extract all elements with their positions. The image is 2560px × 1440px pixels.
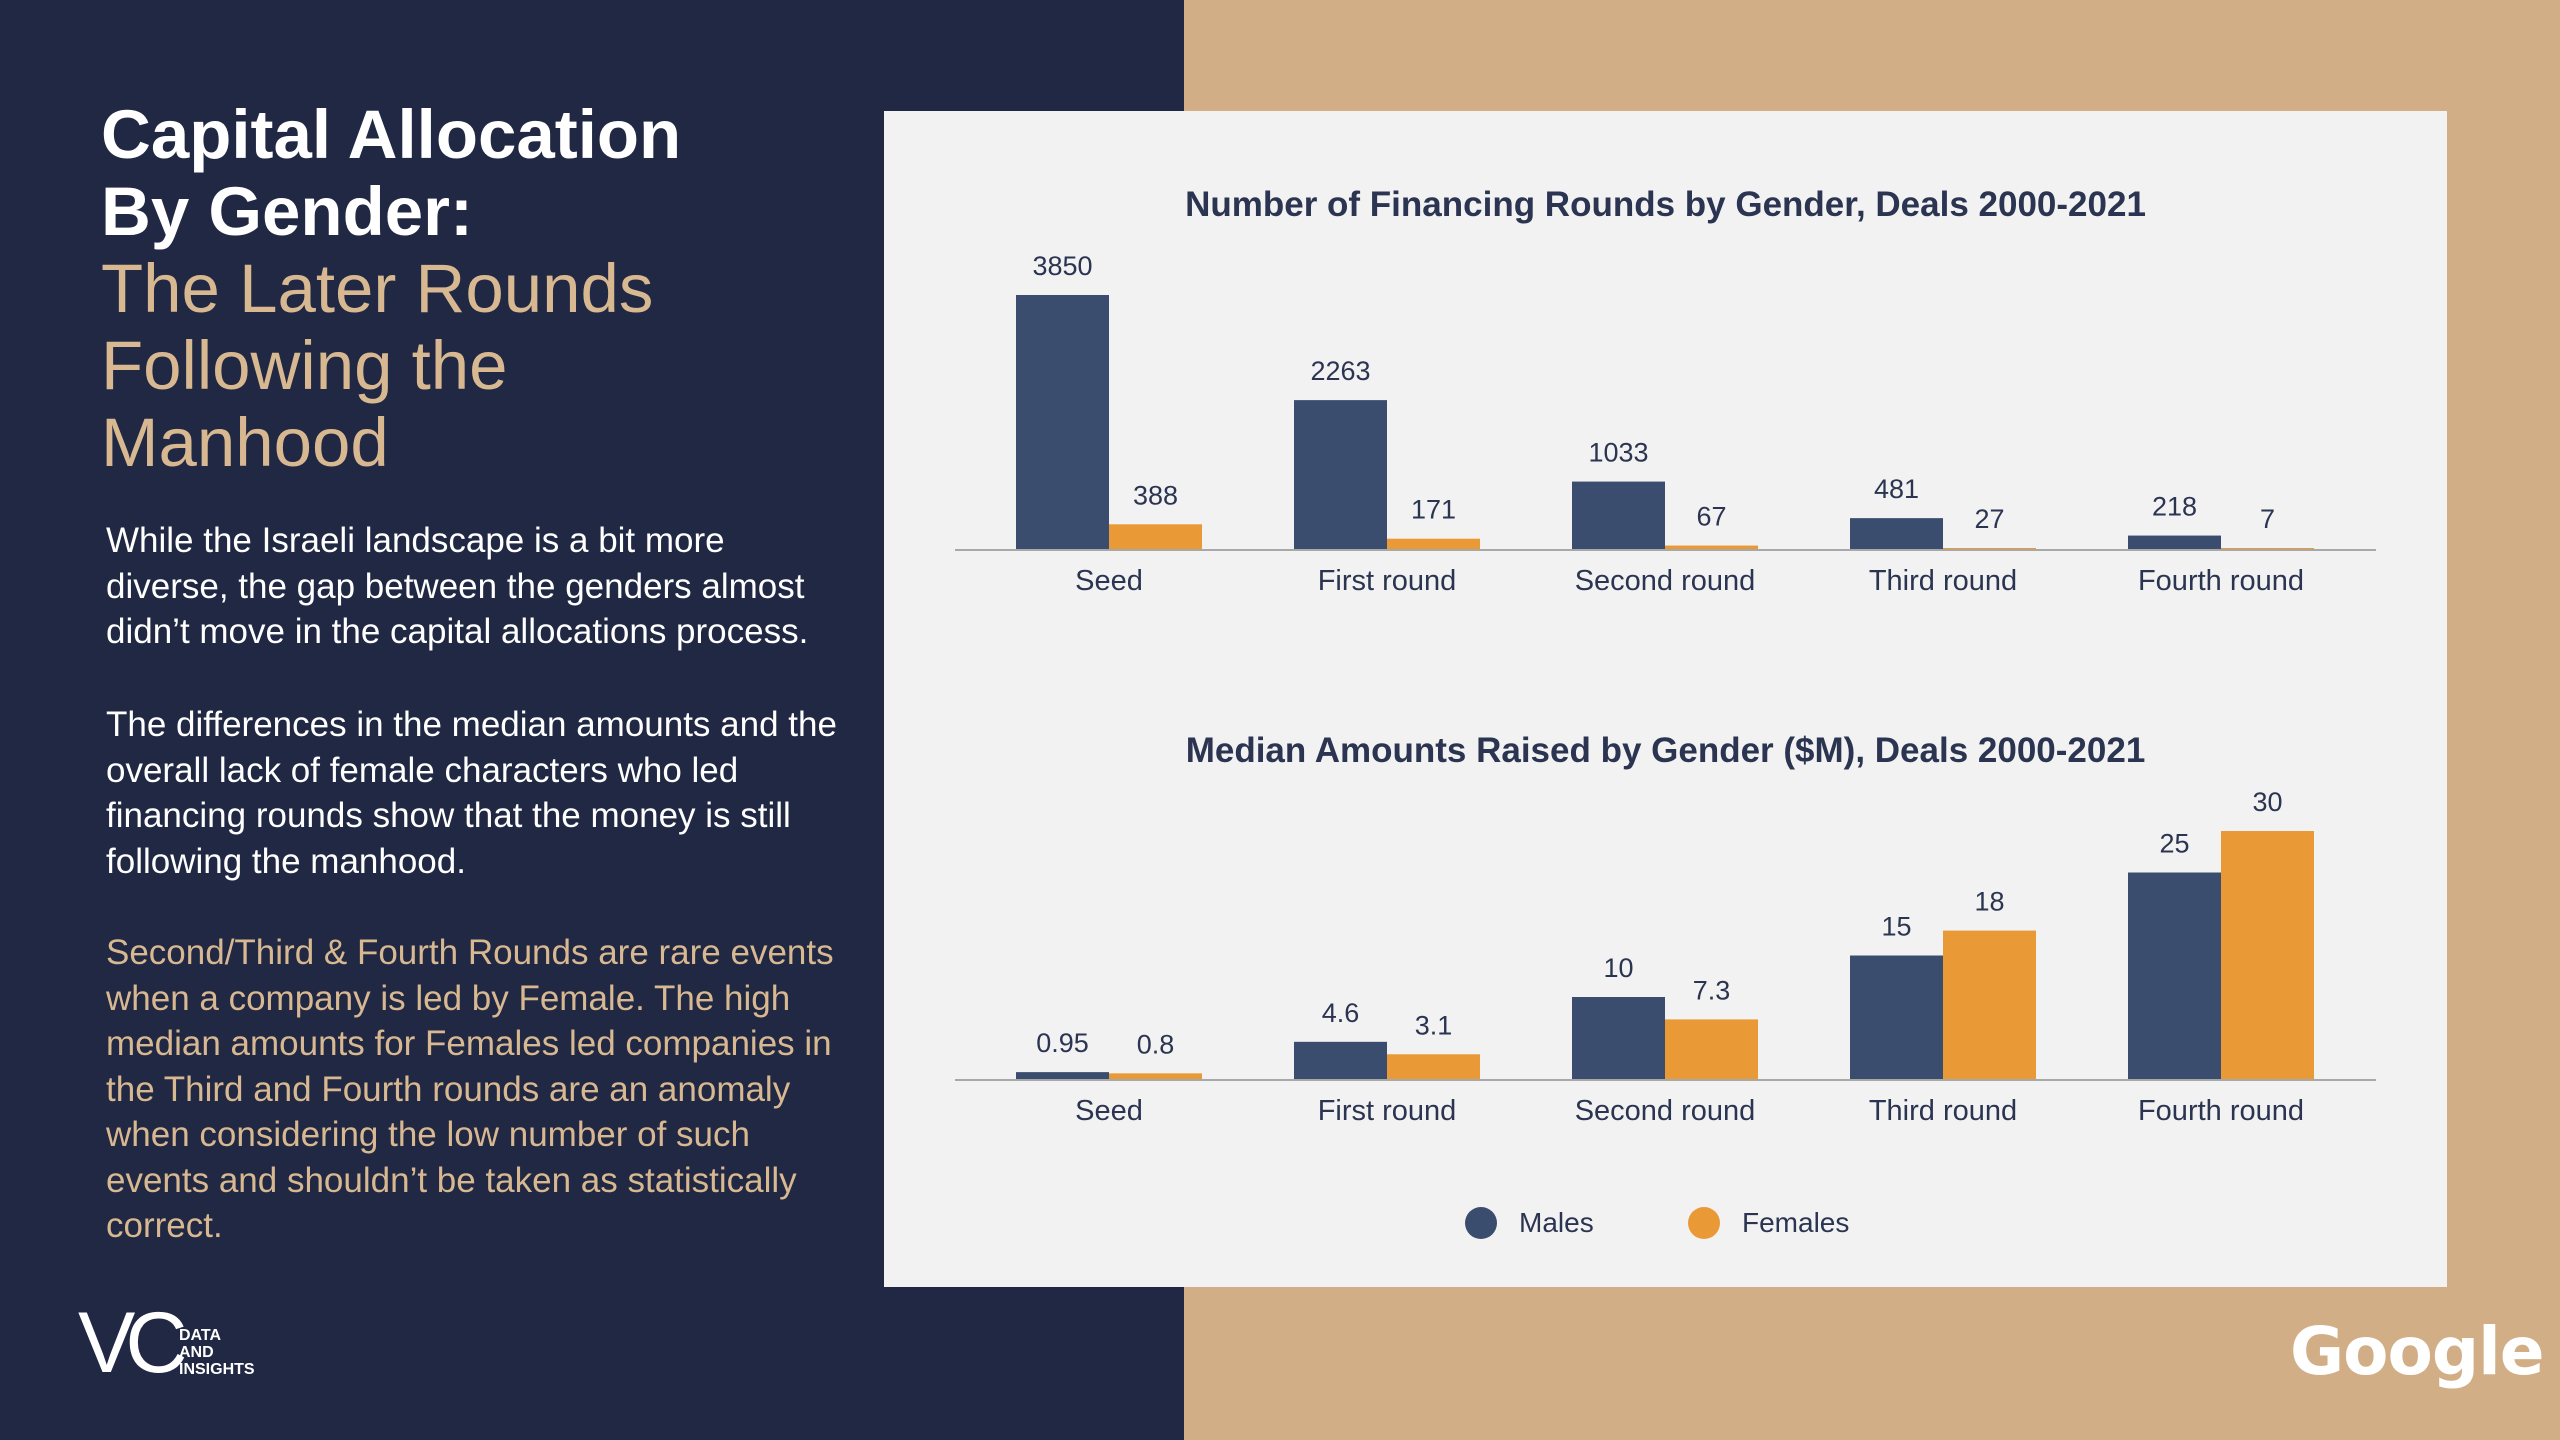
bar-amounts-first-round-males xyxy=(1294,1041,1387,1080)
data-label-rounds-fourth-round-males: 218 xyxy=(2152,492,2197,522)
tick-label-rounds-seed: Seed xyxy=(1075,565,1143,597)
bar-amounts-second-round-males xyxy=(1572,997,1665,1080)
data-label-amounts-fourth-round-males: 25 xyxy=(2159,829,2189,859)
data-label-amounts-third-round-females: 18 xyxy=(1974,887,2004,917)
data-label-rounds-first-round-males: 2263 xyxy=(1310,356,1370,386)
tick-label-amounts-first-round: First round xyxy=(1318,1095,1457,1127)
bar-amounts-second-round-females xyxy=(1665,1019,1758,1080)
data-label-rounds-second-round-males: 1033 xyxy=(1588,438,1648,468)
page-title: Capital Allocation By Gender: The Later … xyxy=(101,96,1101,481)
intro-paragraph: While the Israeli landscape is a bit mor… xyxy=(106,521,809,651)
bar-amounts-seed-males xyxy=(1016,1072,1109,1080)
data-label-rounds-seed-males: 3850 xyxy=(1032,251,1092,281)
bar-rounds-seed-females xyxy=(1109,524,1202,550)
data-label-amounts-seed-females: 0.8 xyxy=(1137,1029,1175,1059)
legend-item-males: Males xyxy=(1465,1207,1594,1239)
bar-rounds-fourth-round-males xyxy=(2128,535,2221,550)
tick-label-rounds-second-round: Second round xyxy=(1575,565,1756,597)
bar-amounts-fourth-round-males xyxy=(2128,872,2221,1080)
data-label-rounds-seed-females: 388 xyxy=(1133,480,1178,510)
bar-amounts-first-round-females xyxy=(1387,1054,1480,1080)
legend-item-females: Females xyxy=(1688,1207,1849,1239)
data-label-amounts-second-round-males: 10 xyxy=(1603,953,1633,983)
tick-label-rounds-fourth-round: Fourth round xyxy=(2138,565,2304,597)
tick-label-amounts-fourth-round: Fourth round xyxy=(2138,1095,2304,1127)
findings-paragraph: The differences in the median amounts an… xyxy=(106,705,837,881)
vc-logo: VC DATA AND INSIGHTS xyxy=(78,1300,255,1380)
tick-label-amounts-second-round: Second round xyxy=(1575,1095,1756,1127)
tick-label-amounts-third-round: Third round xyxy=(1869,1095,2017,1127)
legend-label-females: Females xyxy=(1742,1207,1850,1238)
caveat-paragraph: Second/Third & Fourth Rounds are rare ev… xyxy=(106,933,834,1245)
title-line: By Gender: xyxy=(101,173,473,250)
bar-amounts-third-round-females xyxy=(1943,930,2036,1080)
bar-rounds-second-round-males xyxy=(1572,481,1665,550)
tick-label-amounts-seed: Seed xyxy=(1075,1095,1143,1127)
bar-rounds-first-round-females xyxy=(1387,538,1480,550)
data-label-amounts-seed-males: 0.95 xyxy=(1036,1028,1089,1058)
legend-swatch-females xyxy=(1688,1207,1720,1239)
bar-rounds-seed-males xyxy=(1016,295,1109,550)
bar-rounds-third-round-males xyxy=(1850,518,1943,550)
charts-svg: 3850 388 Seed 2263 171 First round 1033 67 Secon… xyxy=(955,251,2376,1127)
bar-amounts-fourth-round-females xyxy=(2221,831,2314,1080)
bar-rounds-second-round-females xyxy=(1665,545,1758,550)
data-label-rounds-third-round-females: 27 xyxy=(1974,504,2004,534)
subtitle-line: Manhood xyxy=(101,404,389,481)
subtitle-line: Following the xyxy=(101,327,508,404)
data-label-amounts-first-round-females: 3.1 xyxy=(1415,1010,1453,1040)
bar-rounds-first-round-males xyxy=(1294,400,1387,550)
vc-logo-tagline: INSIGHTS xyxy=(179,1361,255,1378)
data-label-amounts-third-round-males: 15 xyxy=(1881,912,1911,942)
legend: Males Females xyxy=(884,1207,2447,1247)
vc-logo-tagline: AND xyxy=(179,1344,214,1361)
data-label-rounds-fourth-round-females: 7 xyxy=(2260,504,2275,534)
chart-card: 3850 388 Seed 2263 171 First round 1033 67 Secon… xyxy=(884,111,2447,1287)
data-label-rounds-first-round-females: 171 xyxy=(1411,495,1456,525)
title-line: Capital Allocation xyxy=(101,96,682,173)
data-label-amounts-first-round-males: 4.6 xyxy=(1322,998,1360,1028)
chart-title-rounds: Number of Financing Rounds by Gender, De… xyxy=(1185,185,2146,224)
data-label-amounts-fourth-round-females: 30 xyxy=(2252,787,2282,817)
tick-label-rounds-third-round: Third round xyxy=(1869,565,2017,597)
subtitle-line: The Later Rounds xyxy=(101,250,654,327)
google-logo: Google xyxy=(2290,1313,2544,1390)
data-label-amounts-second-round-females: 7.3 xyxy=(1693,975,1731,1005)
tick-label-rounds-first-round: First round xyxy=(1318,565,1457,597)
legend-swatch-males xyxy=(1465,1207,1497,1239)
bar-amounts-third-round-males xyxy=(1850,955,1943,1080)
chart-title-amounts: Median Amounts Raised by Gender ($M), De… xyxy=(1185,731,2146,770)
vc-logo-mark: VC xyxy=(78,1300,184,1380)
data-label-rounds-third-round-males: 481 xyxy=(1874,474,1919,504)
data-label-rounds-second-round-females: 67 xyxy=(1696,502,1726,532)
bar-amounts-seed-females xyxy=(1109,1073,1202,1080)
vc-logo-tagline: DATA xyxy=(179,1327,222,1344)
legend-label-males: Males xyxy=(1519,1207,1594,1238)
